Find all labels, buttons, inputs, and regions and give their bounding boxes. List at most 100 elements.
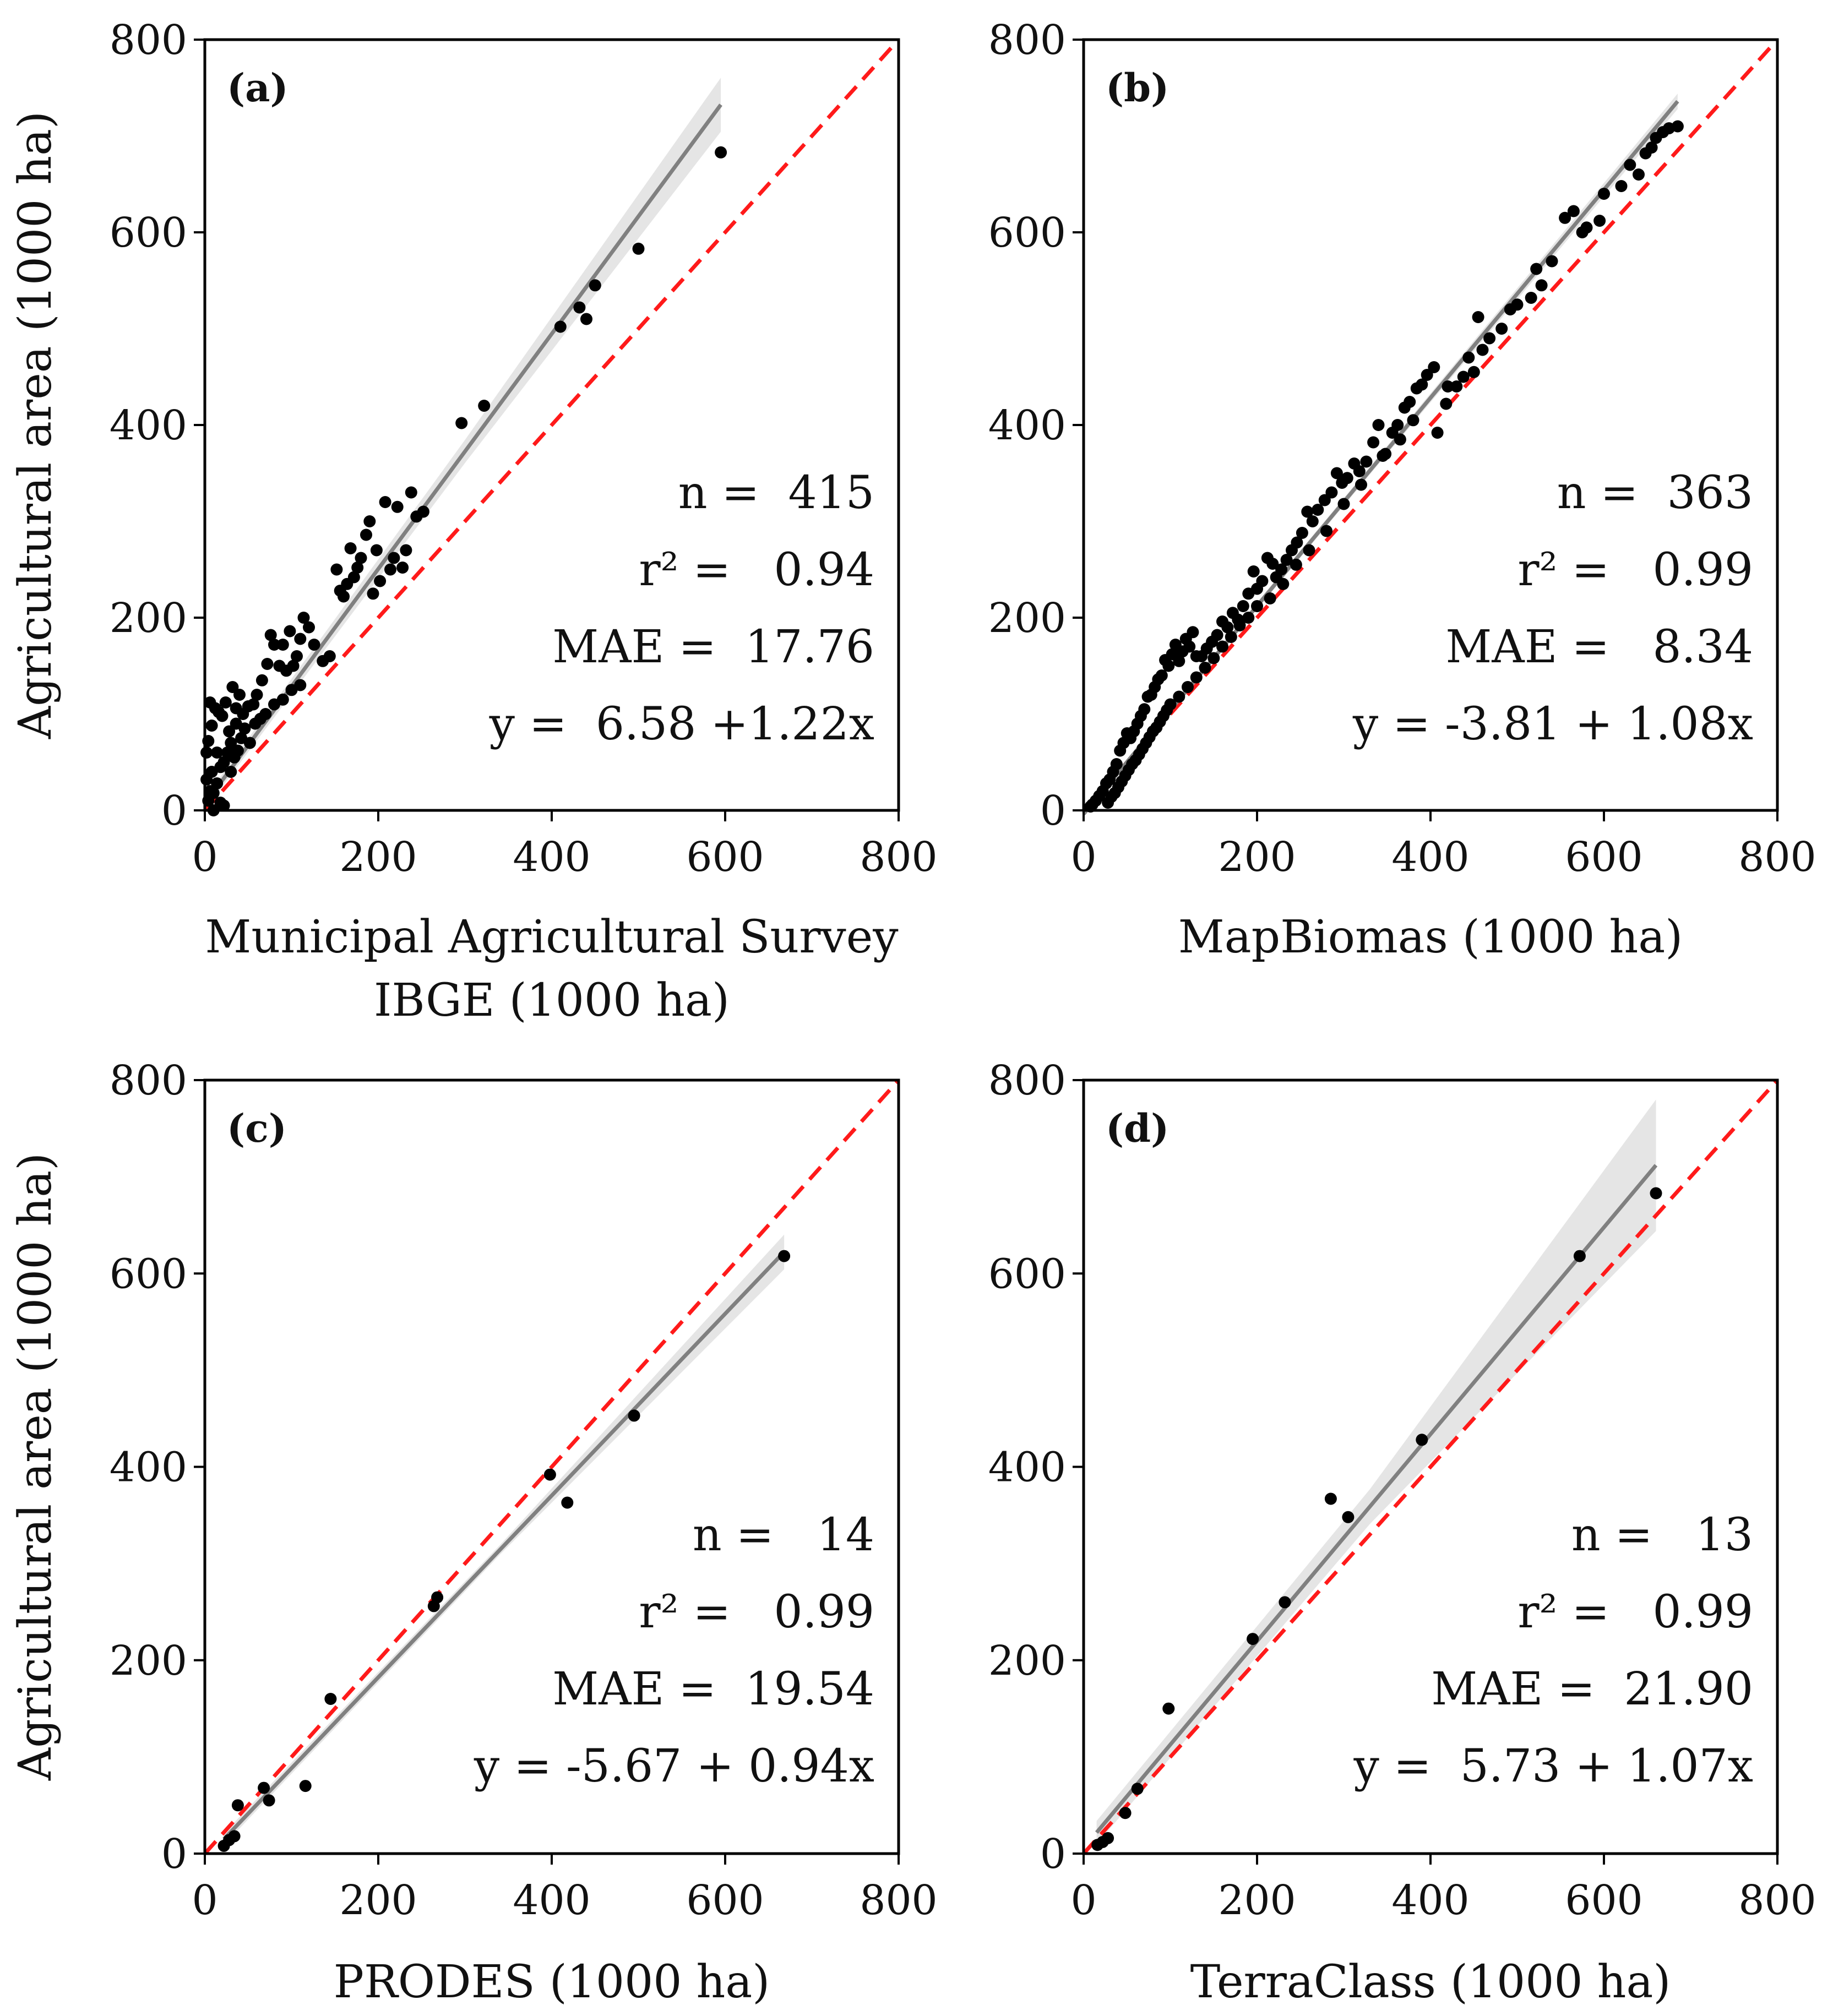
panel-b-point-127 — [1233, 619, 1246, 631]
panel-a-point-53 — [223, 725, 236, 738]
panel-a-y-tick-label-0: 0 — [161, 787, 187, 835]
panel-a-letter: (a) — [227, 65, 289, 111]
panel-a-point-58 — [205, 720, 218, 732]
panel-b-point-140 — [1442, 380, 1454, 393]
panel-b-point-145 — [1615, 180, 1628, 192]
panel-b-point-60 — [1237, 600, 1249, 612]
panel-a-point-79 — [276, 693, 289, 706]
panel-a-point-22 — [355, 552, 367, 564]
panel-d-confidence-band — [1096, 1099, 1656, 1844]
panel-d-identity-line — [1082, 1078, 1779, 1855]
panel-c-r2-stat: r² = 0.99 — [639, 1586, 874, 1638]
panel-b-point-26 — [1428, 361, 1440, 373]
panel-b-point-119 — [1164, 698, 1177, 711]
panel-b-point-137 — [1377, 450, 1389, 462]
panel-a-point-44 — [261, 658, 274, 670]
panel-a-point-88 — [225, 737, 237, 749]
panel-c-point-3 — [543, 1468, 556, 1481]
panel-b-y-tick-label-0: 0 — [1040, 787, 1066, 835]
panel-b-point-21 — [1462, 351, 1475, 364]
panel-b-point-13 — [1535, 279, 1548, 292]
panel-b-point-126 — [1225, 631, 1237, 643]
panel-d-x-tick-label-2: 400 — [1391, 1877, 1469, 1924]
panel-b-point-43 — [1325, 486, 1338, 499]
panel-b-point-12 — [1559, 211, 1571, 224]
panel-b-point-19 — [1472, 311, 1484, 323]
panel-a-xlabel-line2: IBGE (1000 ha) — [374, 974, 730, 1027]
panel-b-x-tick-label-0: 0 — [1070, 833, 1096, 881]
panel-d-point-2 — [1416, 1434, 1428, 1446]
panel-a-point-35 — [294, 633, 307, 645]
panel-a-point-51 — [230, 702, 242, 715]
panel-d-xlabel: TerraClass (1000 ha) — [1190, 1956, 1671, 2008]
panel-b-point-59 — [1242, 587, 1255, 600]
panel-d-y-tick-label-2: 400 — [988, 1444, 1066, 1491]
panel-b-point-41 — [1336, 477, 1348, 489]
panel-a-point-0 — [715, 146, 727, 159]
panel-d-y-tick-label-4: 800 — [988, 1057, 1066, 1104]
panel-b-point-24 — [1440, 397, 1453, 410]
panel-a-point-16 — [379, 496, 391, 508]
panel-c-fit-line — [222, 1250, 786, 1841]
panel-b-point-78 — [1159, 654, 1172, 666]
panel-a-y-tick-label-4: 800 — [110, 17, 187, 64]
panel-b-point-55 — [1261, 552, 1274, 564]
panel-d-x-tick-label-0: 0 — [1070, 1877, 1096, 1924]
panel-b-point-124 — [1208, 652, 1220, 664]
panel-a-point-74 — [243, 737, 256, 749]
panel-a-point-19 — [367, 587, 379, 600]
panel-c-point-6 — [324, 1693, 337, 1705]
panel-b-point-33 — [1386, 427, 1399, 439]
panel-c-point-2 — [561, 1496, 574, 1509]
panel-a-point-13 — [391, 500, 404, 513]
panel-b-point-23 — [1450, 380, 1463, 393]
panel-c-x-tick-label-2: 400 — [513, 1877, 590, 1924]
panel-b-point-128 — [1242, 612, 1255, 624]
panel-c-point-0 — [778, 1250, 791, 1262]
panel-c-y-tick-label-0: 0 — [161, 1830, 187, 1878]
panel-b-point-144 — [1580, 221, 1593, 234]
panel-b-point-136 — [1355, 478, 1367, 491]
panel-b-point-5 — [1639, 147, 1652, 160]
panel-b-point-142 — [1511, 298, 1524, 311]
panel-b-point-91 — [1114, 744, 1127, 757]
panel-d-mae-stat: MAE = 21.90 — [1431, 1663, 1753, 1715]
panel-d-point-3 — [1342, 1511, 1355, 1523]
panel-a-x-tick-label-3: 600 — [686, 833, 764, 881]
panel-a-x-tick-label-1: 200 — [339, 833, 417, 881]
panel-b-point-48 — [1296, 527, 1308, 539]
panel-c-point-7 — [299, 1780, 312, 1792]
panel-c-point-9 — [258, 1781, 270, 1794]
panel-b-y-tick-label-1: 200 — [988, 595, 1066, 642]
panel-c-y-tick-label-3: 600 — [110, 1250, 187, 1298]
panel-c-point-5 — [427, 1600, 440, 1612]
panel-b-identity-line — [1082, 38, 1779, 812]
panel-b-point-45 — [1312, 504, 1324, 516]
panel-a-n-stat: n = 415 — [678, 467, 874, 519]
panel-d-point-4 — [1324, 1492, 1337, 1505]
panel-b-point-7 — [1624, 159, 1636, 171]
panel-c-chart: Agricultural area (1000 ha) PRODES (1000… — [9, 1057, 938, 2008]
panel-b-y-tick-label-3: 600 — [988, 209, 1066, 257]
panel-b-point-29 — [1410, 382, 1423, 395]
panel-a-point-28 — [334, 585, 346, 597]
panel-a-point-23 — [351, 562, 364, 574]
panel-d-point-12 — [1091, 1839, 1104, 1851]
panel-a-chart: Agricultural area (1000 ha) Municipal Ag… — [9, 17, 938, 1027]
panel-b-point-72 — [1179, 633, 1192, 645]
panel-b-point-17 — [1495, 323, 1508, 335]
panel-a-point-38 — [284, 625, 296, 638]
panel-c-letter: (c) — [227, 1105, 287, 1151]
panel-a-point-21 — [360, 528, 372, 541]
panel-a-point-11 — [400, 544, 412, 557]
panel-c-x-tick-label-0: 0 — [192, 1877, 217, 1924]
panel-a-point-69 — [225, 766, 237, 778]
panel-a-point-5 — [554, 320, 567, 333]
panel-b-x-tick-label-3: 600 — [1565, 833, 1642, 881]
panel-a-point-12 — [396, 562, 409, 574]
panel-b-point-46 — [1306, 515, 1319, 527]
panel-b-equation-stat: y = -3.81 + 1.08x — [1352, 698, 1753, 750]
panel-a-point-34 — [297, 612, 310, 624]
panel-b-point-134 — [1320, 525, 1332, 537]
panel-c-xlabel: PRODES (1000 ha) — [334, 1956, 770, 2008]
